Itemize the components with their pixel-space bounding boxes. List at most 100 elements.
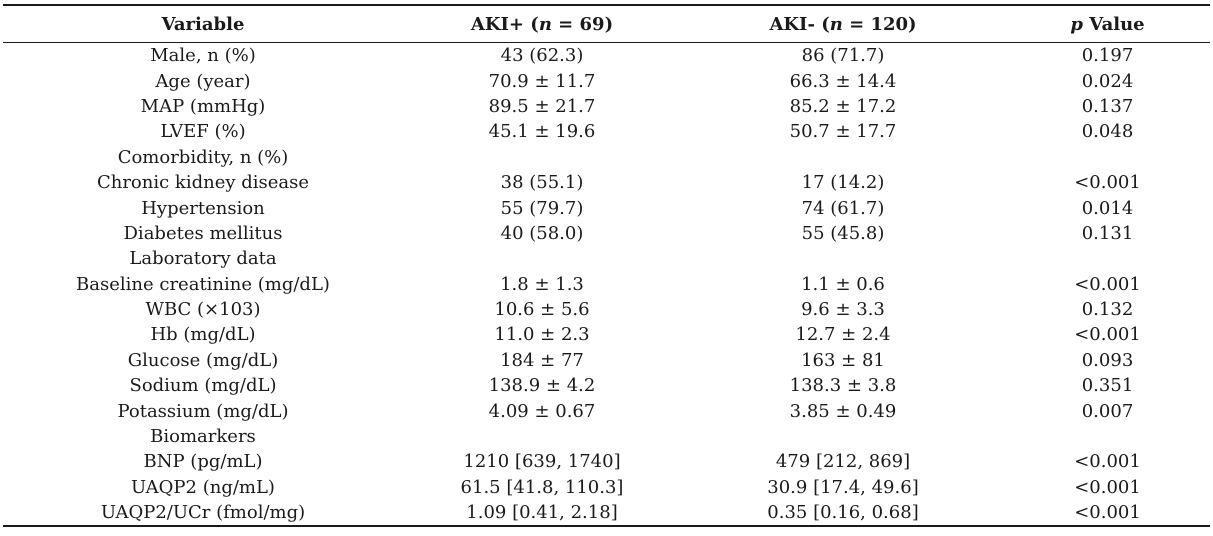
cell-p-value: 0.137: [1081, 95, 1134, 117]
cell-p-value: 0.024: [1081, 70, 1134, 92]
cell-aki-positive: 43 (62.3): [500, 45, 584, 67]
cell-variable: Potassium (mg/dL): [117, 400, 289, 422]
cell-variable: LVEF (%): [160, 121, 246, 143]
cell-variable: MAP (mmHg): [140, 95, 266, 117]
header-aki-negative-suffix: = 120): [842, 13, 917, 35]
cell-p-value: <0.001: [1074, 324, 1141, 346]
cell-aki-positive: [403, 246, 681, 271]
header-variable-label: Variable: [161, 13, 245, 35]
cell-aki-negative: 30.9 [17.4, 49.6]: [767, 476, 919, 498]
cell-aki-positive: 38 (55.1): [500, 172, 584, 194]
cell-aki-negative: 479 [212, 869]: [775, 451, 911, 473]
table-row: Biomarkers: [3, 424, 1210, 449]
cell-p-value: <0.001: [1074, 172, 1141, 194]
cell-variable: Sodium (mg/dL): [129, 375, 277, 397]
header-aki-positive-prefix: AKI+ (: [470, 13, 539, 35]
cell-p-value: [1005, 424, 1210, 449]
cell-aki-positive: 55 (79.7): [500, 197, 584, 219]
table-row: Diabetes mellitus 40 (58.0) 55 (45.8) 0.131: [3, 221, 1210, 246]
table-row: Age (year) 70.9 ± 11.7 66.3 ± 14.4 0.024: [3, 68, 1210, 93]
cell-p-value: <0.001: [1074, 273, 1141, 295]
cell-aki-negative: 9.6 ± 3.3: [801, 299, 885, 321]
cell-aki-negative: 12.7 ± 2.4: [795, 324, 891, 346]
header-p-suffix: Value: [1082, 13, 1145, 35]
cell-aki-negative: 163 ± 81: [801, 349, 885, 371]
cell-aki-negative: 50.7 ± 17.7: [789, 121, 897, 143]
table-row: Laboratory data: [3, 246, 1210, 271]
cell-aki-negative: 86 (71.7): [801, 45, 885, 67]
cell-aki-negative: 66.3 ± 14.4: [789, 70, 897, 92]
header-row: Variable AKI+ (n = 69) AKI- (n = 120) p …: [3, 4, 1210, 43]
cell-p-value: 0.048: [1081, 121, 1134, 143]
table-row: UAQP2/UCr (fmol/mg) 1.09 [0.41, 2.18] 0.35…: [3, 500, 1210, 528]
table-row: Baseline creatinine (mg/dL) 1.8 ± 1.3 1.1 …: [3, 272, 1210, 297]
cell-variable: Baseline creatinine (mg/dL): [76, 273, 330, 295]
cell-aki-negative: 74 (61.7): [801, 197, 885, 219]
cell-aki-positive: 1210 [639, 1740]: [463, 451, 621, 473]
cell-p-value: [1005, 145, 1210, 170]
cell-aki-positive: 184 ± 77: [500, 349, 584, 371]
table-row: Glucose (mg/dL) 184 ± 77 163 ± 81 0.093: [3, 348, 1210, 373]
cell-p-value: 0.351: [1081, 375, 1134, 397]
cell-variable: Male, n (%): [150, 45, 256, 67]
cell-variable: WBC (×103): [145, 299, 261, 321]
cell-variable: Laboratory data: [129, 248, 277, 270]
table-row: UAQP2 (ng/mL) 61.5 [41.8, 110.3] 30.9 [17.…: [3, 475, 1210, 500]
table-row: Chronic kidney disease 38 (55.1) 17 (14.2)…: [3, 170, 1210, 195]
cell-aki-positive: 138.9 ± 4.2: [488, 375, 596, 397]
data-table-container: Variable AKI+ (n = 69) AKI- (n = 120) p …: [3, 4, 1210, 528]
cell-aki-negative: 85.2 ± 17.2: [789, 95, 897, 117]
table-row: Male, n (%) 43 (62.3) 86 (71.7) 0.197: [3, 43, 1210, 69]
table-body: Male, n (%) 43 (62.3) 86 (71.7) 0.197 Age (y…: [3, 43, 1210, 528]
cell-variable: Age (year): [155, 70, 251, 92]
table-row: WBC (×103) 10.6 ± 5.6 9.6 ± 3.3 0.132: [3, 297, 1210, 322]
cell-p-value: <0.001: [1005, 500, 1210, 528]
cell-p-value: 0.093: [1081, 349, 1134, 371]
header-aki-negative-n: n: [829, 13, 843, 35]
header-aki-negative-prefix: AKI- (: [769, 13, 830, 35]
table-row: LVEF (%) 45.1 ± 19.6 50.7 ± 17.7 0.048: [3, 119, 1210, 144]
cell-aki-positive: [403, 145, 681, 170]
cell-aki-positive: 40 (58.0): [500, 222, 584, 244]
table-row: BNP (pg/mL) 1210 [639, 1740] 479 [212, 869…: [3, 449, 1210, 474]
table-row: Hypertension 55 (79.7) 74 (61.7) 0.014: [3, 195, 1210, 220]
cell-variable: BNP (pg/mL): [143, 451, 263, 473]
cell-aki-negative: 3.85 ± 0.49: [789, 400, 897, 422]
cell-variable: Biomarkers: [150, 426, 256, 448]
cell-aki-negative: 0.35 [0.16, 0.68]: [681, 500, 1005, 528]
header-p-value: p Value: [1005, 4, 1210, 43]
cell-p-value: <0.001: [1074, 451, 1141, 473]
table-header: Variable AKI+ (n = 69) AKI- (n = 120) p …: [3, 4, 1210, 43]
cell-aki-positive: [403, 424, 681, 449]
cell-variable: UAQP2/UCr (fmol/mg): [3, 500, 403, 528]
table-row: Sodium (mg/dL) 138.9 ± 4.2 138.3 ± 3.8 0.35…: [3, 373, 1210, 398]
cell-variable: Comorbidity, n (%): [117, 146, 289, 168]
cell-p-value: 0.132: [1081, 299, 1134, 321]
header-aki-positive: AKI+ (n = 69): [403, 4, 681, 43]
header-p-var: p: [1070, 13, 1083, 35]
header-aki-positive-n: n: [538, 13, 552, 35]
table-row: Comorbidity, n (%): [3, 145, 1210, 170]
cell-aki-negative: 138.3 ± 3.8: [789, 375, 897, 397]
cell-aki-positive: 4.09 ± 0.67: [488, 400, 596, 422]
cell-aki-negative: [681, 145, 1005, 170]
cell-aki-positive: 70.9 ± 11.7: [488, 70, 596, 92]
cell-aki-negative: [681, 424, 1005, 449]
cell-p-value: [1005, 246, 1210, 271]
cell-variable: Hb (mg/dL): [150, 324, 256, 346]
header-aki-negative: AKI- (n = 120): [681, 4, 1005, 43]
cell-aki-negative: 55 (45.8): [801, 222, 885, 244]
cell-p-value: 0.197: [1081, 45, 1134, 67]
cell-p-value: 0.131: [1081, 222, 1134, 244]
header-aki-positive-suffix: = 69): [551, 13, 614, 35]
cell-p-value: <0.001: [1074, 476, 1141, 498]
cell-aki-negative: 1.1 ± 0.6: [801, 273, 885, 295]
cell-aki-positive: 89.5 ± 21.7: [488, 95, 596, 117]
cell-p-value: 0.007: [1081, 400, 1134, 422]
cell-aki-positive: 45.1 ± 19.6: [488, 121, 596, 143]
header-variable: Variable: [3, 4, 403, 43]
cell-variable: UAQP2 (ng/mL): [131, 476, 275, 498]
cell-aki-negative: 17 (14.2): [801, 172, 885, 194]
cell-aki-positive: 11.0 ± 2.3: [494, 324, 590, 346]
cell-aki-positive: 1.8 ± 1.3: [500, 273, 584, 295]
